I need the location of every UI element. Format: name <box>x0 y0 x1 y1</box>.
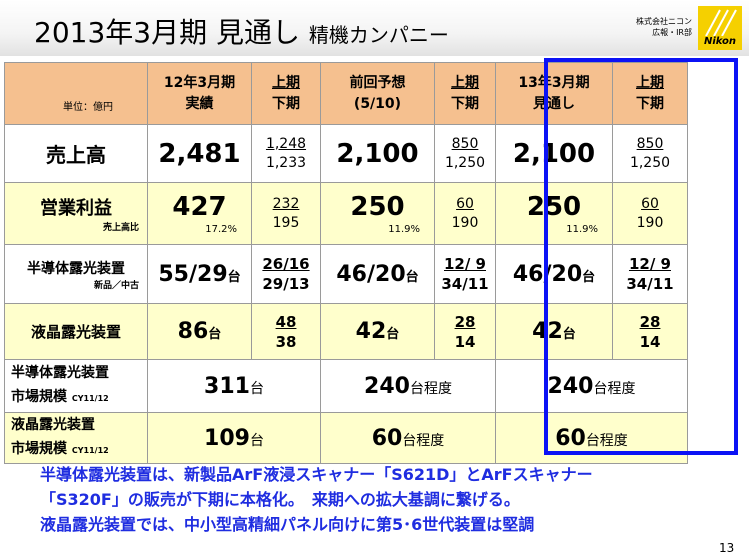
semi-market-previous: 240台程度 <box>320 359 496 413</box>
semi-actual-halves: 26/16 29/13 <box>251 244 321 304</box>
header-forecast: 13年3月期 見通し <box>495 62 613 125</box>
logo-rays-icon <box>705 9 737 36</box>
op-actual: 427 17.2% <box>147 182 252 245</box>
row-label-lcd-market: 液晶露光装置 市場規模 CY11/12 <box>4 412 148 464</box>
row-label-semi-market: 半導体露光装置 市場規模 CY11/12 <box>4 359 148 413</box>
lcd-market-actual: 109台 <box>147 412 321 464</box>
lcd-actual: 86台 <box>147 303 252 360</box>
header-previous-forecast: 前回予想 (5/10) <box>320 62 435 125</box>
lcd-actual-halves: 48 38 <box>251 303 321 360</box>
header-row: 単位：億円 12年3月期 実績 上期 下期 前回予想 (5/10) 上期 下期 13年3… <box>4 62 688 125</box>
lcd-market-previous: 60台程度 <box>320 412 496 464</box>
op-previous-halves: 60 190 <box>434 182 496 245</box>
row-label-sales: 売上高 <box>4 124 148 183</box>
sales-actual-halves: 1,248 1,233 <box>251 124 321 183</box>
logo-word: Nikon <box>703 36 737 47</box>
sales-actual: 2,481 <box>147 124 252 183</box>
summary-line-3: 液晶露光装置では、中小型高精細パネル向けに第5･6世代装置は堅調 <box>40 515 535 534</box>
table-row-lcd-market: 液晶露光装置 市場規模 CY11/12 109台 60台程度 60台程度 <box>4 412 688 464</box>
semi-actual: 55/29台 <box>147 244 252 304</box>
title-bar: 2013年3月期 見通し 精機カンパニー 株式会社ニコン 広報・IR部 Niko… <box>0 0 749 56</box>
lcd-previous-halves: 28 14 <box>434 303 496 360</box>
header-actual: 12年3月期 実績 <box>147 62 252 125</box>
table-row-semiconductor: 半導体露光装置 新品／中古 55/29台 26/16 29/13 46/20台 12… <box>4 244 688 304</box>
summary-line-1: 半導体露光装置は、新製品ArF液浸スキャナー「S621D」とArFスキャナー <box>40 465 593 484</box>
table-row-operating-profit: 営業利益 売上高比 427 17.2% 232 195 250 11.9% 60 190 … <box>4 182 688 245</box>
op-forecast-halves: 60 190 <box>612 182 688 245</box>
header-actual-halves: 上期 下期 <box>251 62 321 125</box>
page-number: 13 <box>719 541 735 555</box>
title-main-text: 2013年3月期 見通し <box>34 16 300 49</box>
nikon-logo: Nikon <box>698 6 742 50</box>
row-label-lcd: 液晶露光装置 <box>4 303 148 360</box>
company-line-2: 広報・IR部 <box>652 28 692 37</box>
semi-market-forecast: 240台程度 <box>495 359 688 413</box>
lcd-market-forecast: 60台程度 <box>495 412 688 464</box>
sales-previous: 2,100 <box>320 124 435 183</box>
semi-market-actual: 311台 <box>147 359 321 413</box>
summary-line-2: 「S320F」の販売が下期に本格化。 来期への拡大基調に繋げる。 <box>40 490 520 509</box>
lcd-forecast: 42台 <box>495 303 613 360</box>
lcd-previous: 42台 <box>320 303 435 360</box>
company-name: 株式会社ニコン 広報・IR部 <box>612 16 692 38</box>
op-actual-halves: 232 195 <box>251 182 321 245</box>
table-row-semi-market: 半導体露光装置 市場規模 CY11/12 311台 240台程度 240台程度 <box>4 359 688 413</box>
row-label-semiconductor: 半導体露光装置 新品／中古 <box>4 244 148 304</box>
forecast-highlight-frame <box>544 58 738 455</box>
semi-forecast: 46/20台 <box>495 244 613 304</box>
op-previous: 250 11.9% <box>320 182 435 245</box>
row-label-operating-profit: 営業利益 売上高比 <box>4 182 148 245</box>
sales-forecast-halves: 850 1,250 <box>612 124 688 183</box>
semi-previous: 46/20台 <box>320 244 435 304</box>
semi-forecast-halves: 12/ 9 34/11 <box>612 244 688 304</box>
sales-forecast: 2,100 <box>495 124 613 183</box>
forecast-table: 単位：億円 12年3月期 実績 上期 下期 前回予想 (5/10) 上期 下期 13年3… <box>4 62 688 464</box>
header-forecast-halves: 上期 下期 <box>612 62 688 125</box>
lcd-forecast-halves: 28 14 <box>612 303 688 360</box>
header-previous-halves: 上期 下期 <box>434 62 496 125</box>
company-line-1: 株式会社ニコン <box>636 17 692 26</box>
semi-previous-halves: 12/ 9 34/11 <box>434 244 496 304</box>
title-sub-text: 精機カンパニー <box>308 23 449 47</box>
op-forecast: 250 11.9% <box>495 182 613 245</box>
unit-label: 単位：億円 <box>4 62 148 125</box>
sales-previous-halves: 850 1,250 <box>434 124 496 183</box>
table-row-sales: 売上高 2,481 1,248 1,233 2,100 850 1,250 2,10… <box>4 124 688 183</box>
summary-text: 半導体露光装置は、新製品ArF液浸スキャナー「S621D」とArFスキャナー 「… <box>40 462 593 537</box>
page-title: 2013年3月期 見通し 精機カンパニー <box>34 11 449 51</box>
table-row-lcd: 液晶露光装置 86台 48 38 42台 28 14 42台 28 14 <box>4 303 688 360</box>
